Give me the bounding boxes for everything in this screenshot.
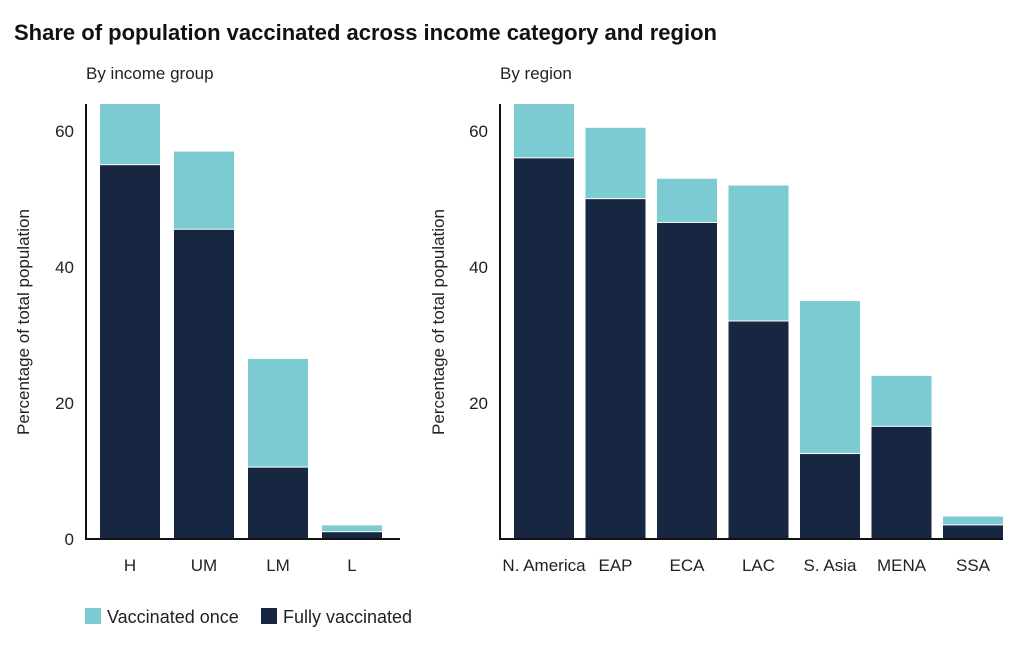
bar-fully-vaccinated [248,467,308,539]
bar-fully-vaccinated [657,222,717,539]
bar-vaccinated-once [100,104,160,165]
bar-fully-vaccinated [322,532,382,539]
x-tick-label: H [124,556,136,575]
x-tick-label: N. America [502,556,586,575]
bar-vaccinated-once [943,516,1003,525]
y-tick-label: 40 [55,258,74,277]
legend: Vaccinated once Fully vaccinated [85,607,412,627]
y-tick-label: 60 [55,122,74,141]
y-axis-label: Percentage of total population [429,209,448,435]
bar-vaccinated-once [585,127,646,199]
y-tick-label: 60 [469,122,488,141]
bar-vaccinated-once [514,104,574,158]
bar-vaccinated-once [322,525,382,532]
y-axis-label: Percentage of total population [14,209,33,435]
region-panel: By region Percentage of total population… [429,64,1003,575]
y-tick-label: 20 [469,394,488,413]
x-tick-label: SSA [956,556,991,575]
income-group-panel: By income group Percentage of total popu… [14,64,400,575]
bar-fully-vaccinated [943,525,1003,539]
x-tick-label: MENA [877,556,927,575]
bar-fully-vaccinated [514,158,574,539]
x-tick-label: L [347,556,356,575]
x-tick-label: EAP [598,556,632,575]
panel-subtitle: By income group [86,64,214,83]
legend-label-vaccinated-once: Vaccinated once [107,607,239,627]
x-tick-label: S. Asia [804,556,857,575]
bar-vaccinated-once [728,185,789,321]
bar-vaccinated-once [871,375,932,426]
y-tick-label: 40 [469,258,488,277]
bar-fully-vaccinated [100,165,160,539]
legend-swatch-fully-vaccinated [261,608,277,624]
x-tick-label: ECA [670,556,706,575]
legend-swatch-vaccinated-once [85,608,101,624]
bar-fully-vaccinated [871,426,932,539]
bar-vaccinated-once [248,358,308,467]
x-tick-label: UM [191,556,217,575]
y-tick-label: 0 [65,530,74,549]
bar-fully-vaccinated [800,454,860,539]
x-tick-label: LM [266,556,290,575]
y-tick-label: 20 [55,394,74,413]
bar-fully-vaccinated [728,321,789,539]
bar-vaccinated-once [174,151,234,229]
chart-title: Share of population vaccinated across in… [14,20,717,45]
bar-vaccinated-once [800,301,860,454]
bar-vaccinated-once [657,178,717,222]
panel-subtitle: By region [500,64,572,83]
x-tick-label: LAC [742,556,775,575]
legend-label-fully-vaccinated: Fully vaccinated [283,607,412,627]
bar-fully-vaccinated [174,229,234,539]
bar-fully-vaccinated [585,199,646,539]
